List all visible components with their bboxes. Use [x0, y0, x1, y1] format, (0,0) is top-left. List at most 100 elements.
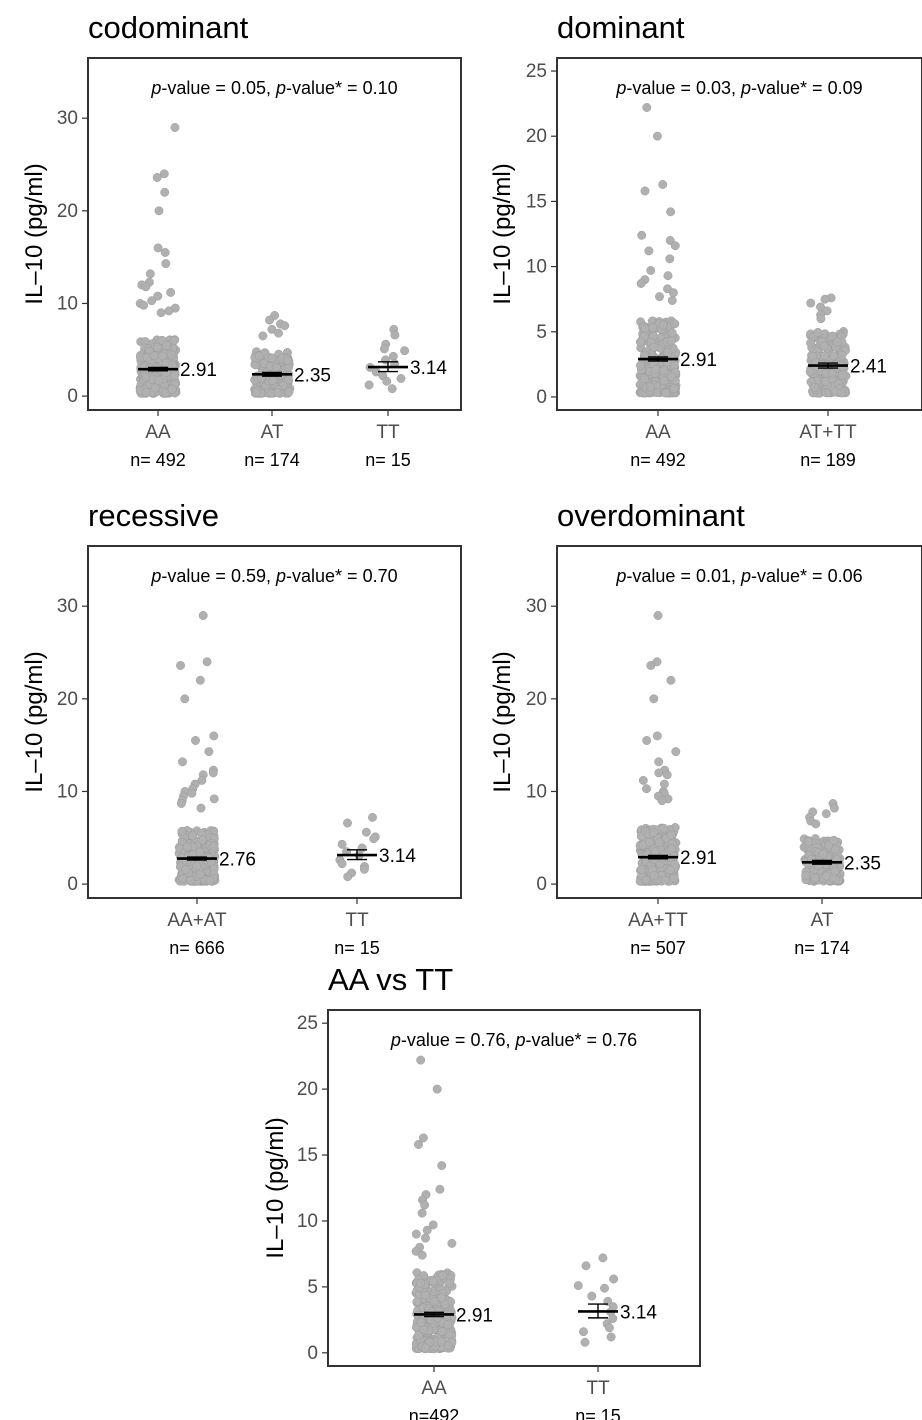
data-point [273, 388, 283, 398]
data-point [284, 387, 294, 397]
panel-border [556, 57, 922, 411]
data-point [663, 348, 673, 357]
data-point [645, 837, 654, 847]
data-point [811, 819, 821, 829]
data-point [364, 380, 374, 390]
data-point [195, 847, 205, 857]
data-point [662, 770, 672, 780]
p-value-annotation: p-value = 0.01, p-value* = 0.06 [615, 566, 862, 586]
data-point [387, 384, 397, 394]
data-point [657, 796, 667, 806]
data-point [650, 847, 660, 857]
data-point [337, 839, 347, 849]
data-point [635, 337, 645, 347]
data-point [271, 362, 281, 372]
data-point [837, 388, 847, 398]
data-point [665, 865, 675, 875]
y-tick-label: 30 [57, 596, 78, 617]
data-point [667, 296, 677, 305]
data-point [176, 799, 186, 808]
data-point [667, 328, 677, 338]
n-label: n= 174 [794, 938, 850, 958]
data-point [820, 294, 830, 304]
data-point [667, 372, 676, 382]
n-label: n= 15 [575, 1406, 621, 1420]
data-point [445, 1278, 455, 1288]
data-point [390, 330, 400, 340]
data-point [149, 351, 159, 361]
data-point [186, 875, 196, 885]
y-tick-label: 0 [307, 1343, 318, 1364]
data-point [437, 1161, 447, 1171]
data-point [652, 731, 662, 741]
data-point [638, 775, 648, 785]
y-tick-label: 0 [67, 386, 78, 407]
data-point [416, 1278, 426, 1288]
data-point [209, 794, 219, 804]
y-axis-label: IL–10 (pg/ml) [21, 651, 48, 792]
data-point [265, 315, 274, 325]
n-label: n=492 [409, 1406, 460, 1420]
x-tick-label: TT [345, 910, 369, 931]
y-tick-label: 15 [297, 1145, 318, 1166]
data-point [198, 611, 208, 620]
data-point [606, 1332, 616, 1342]
y-tick-label: 10 [57, 293, 78, 314]
data-point [670, 241, 680, 251]
mean-label: 2.76 [219, 850, 256, 871]
data-point [604, 1323, 614, 1333]
data-point [411, 1229, 421, 1239]
data-point [640, 186, 650, 196]
data-point [197, 775, 207, 785]
data-point [159, 169, 169, 179]
data-point [837, 350, 847, 360]
data-point [803, 837, 813, 846]
data-point [416, 1055, 426, 1065]
data-point [573, 1281, 583, 1291]
x-tick-label: AA [645, 422, 671, 443]
data-point [204, 747, 214, 757]
y-tick-label: 30 [57, 108, 78, 129]
data-point [208, 768, 218, 778]
data-point [437, 1327, 447, 1337]
data-point [268, 375, 278, 385]
data-point [837, 370, 847, 380]
y-tick-label: 0 [536, 874, 547, 895]
data-point [659, 779, 669, 789]
data-point [195, 675, 205, 685]
y-tick-label: 25 [526, 61, 547, 82]
data-point [414, 1140, 423, 1149]
data-point [654, 757, 664, 767]
data-point [202, 657, 212, 667]
data-point [141, 372, 151, 382]
data-point [639, 374, 649, 384]
data-point [801, 871, 811, 881]
mean-label: 2.91 [180, 360, 217, 381]
n-label: n= 189 [800, 450, 856, 470]
data-point [343, 818, 352, 828]
data-point [400, 346, 410, 356]
x-tick-label: AA [145, 422, 171, 443]
data-point [191, 736, 200, 745]
data-point [828, 331, 837, 341]
data-point [421, 1233, 430, 1243]
data-point [156, 308, 166, 318]
data-point [587, 1291, 597, 1301]
data-point [420, 1200, 430, 1210]
data-point [671, 747, 681, 757]
y-tick-label: 30 [526, 596, 547, 617]
data-point [254, 351, 264, 361]
data-point [608, 1314, 618, 1323]
n-label: n= 492 [130, 450, 186, 470]
data-point [665, 254, 675, 264]
data-point [280, 321, 290, 331]
data-point [810, 873, 820, 883]
data-point [636, 361, 645, 371]
data-point [805, 367, 815, 377]
data-point [659, 366, 669, 376]
data-point [579, 1327, 588, 1337]
p-value-annotation: p-value = 0.03, p-value* = 0.09 [615, 78, 862, 98]
y-tick-label: 20 [57, 201, 78, 222]
data-point [177, 826, 187, 836]
